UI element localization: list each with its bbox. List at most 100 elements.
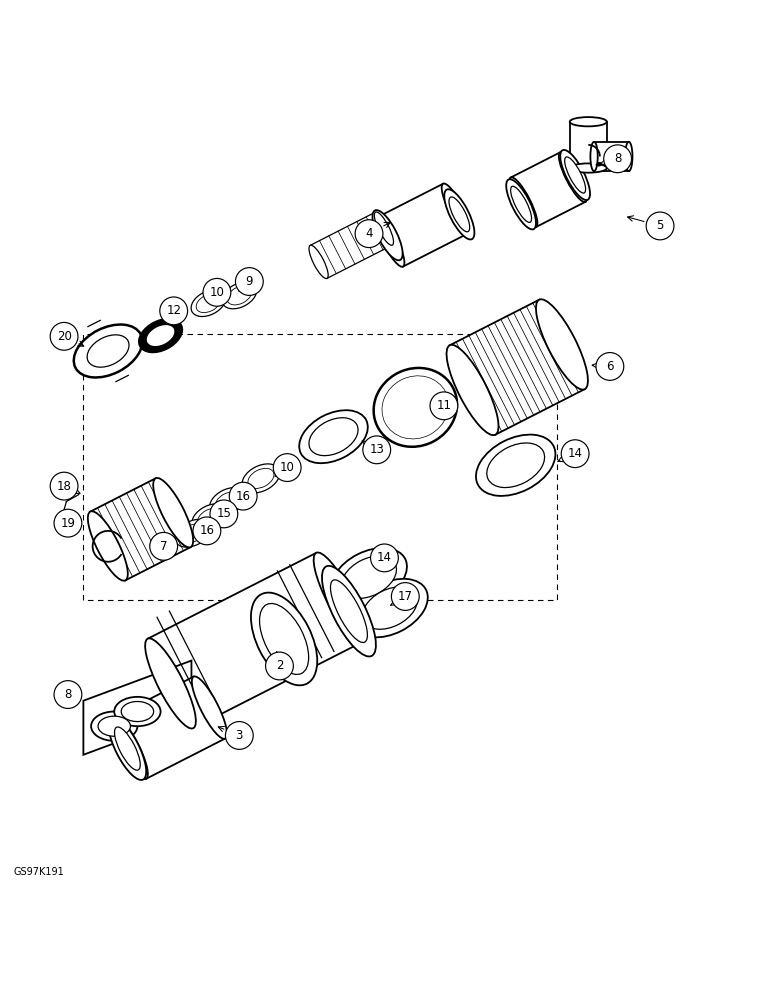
Ellipse shape bbox=[374, 368, 457, 447]
Circle shape bbox=[54, 681, 82, 708]
Circle shape bbox=[273, 454, 301, 481]
Circle shape bbox=[50, 322, 78, 350]
Ellipse shape bbox=[444, 189, 475, 239]
Circle shape bbox=[646, 212, 674, 240]
Ellipse shape bbox=[196, 294, 221, 313]
Ellipse shape bbox=[210, 488, 245, 515]
Ellipse shape bbox=[113, 717, 148, 779]
Ellipse shape bbox=[376, 217, 405, 267]
Text: 4: 4 bbox=[365, 227, 373, 240]
Ellipse shape bbox=[313, 552, 364, 643]
Ellipse shape bbox=[198, 508, 222, 527]
Ellipse shape bbox=[341, 556, 397, 598]
Ellipse shape bbox=[449, 197, 469, 232]
Text: GS97K191: GS97K191 bbox=[14, 867, 65, 877]
Ellipse shape bbox=[536, 299, 588, 390]
Circle shape bbox=[596, 353, 624, 380]
Ellipse shape bbox=[153, 478, 193, 547]
Ellipse shape bbox=[98, 716, 130, 736]
Circle shape bbox=[430, 392, 458, 420]
Ellipse shape bbox=[330, 580, 367, 643]
Ellipse shape bbox=[73, 519, 79, 526]
Text: 11: 11 bbox=[436, 399, 452, 412]
Circle shape bbox=[229, 482, 257, 510]
Text: 10: 10 bbox=[209, 286, 225, 299]
Circle shape bbox=[561, 440, 589, 468]
Ellipse shape bbox=[121, 701, 154, 722]
Circle shape bbox=[160, 297, 188, 325]
Polygon shape bbox=[450, 300, 584, 435]
Ellipse shape bbox=[487, 443, 544, 488]
Polygon shape bbox=[594, 142, 628, 171]
Circle shape bbox=[54, 509, 82, 537]
Ellipse shape bbox=[352, 579, 428, 637]
Ellipse shape bbox=[114, 697, 161, 726]
Ellipse shape bbox=[69, 686, 76, 693]
Circle shape bbox=[235, 268, 263, 295]
Circle shape bbox=[363, 436, 391, 464]
Text: 7: 7 bbox=[160, 540, 168, 553]
Ellipse shape bbox=[88, 511, 128, 581]
Ellipse shape bbox=[248, 468, 274, 488]
Text: 8: 8 bbox=[64, 688, 72, 701]
Ellipse shape bbox=[191, 676, 227, 739]
Ellipse shape bbox=[259, 603, 309, 674]
Ellipse shape bbox=[215, 492, 240, 511]
Ellipse shape bbox=[442, 184, 470, 233]
Ellipse shape bbox=[564, 157, 586, 193]
Ellipse shape bbox=[300, 410, 367, 463]
Text: 12: 12 bbox=[166, 304, 181, 317]
Text: 20: 20 bbox=[56, 330, 72, 343]
Ellipse shape bbox=[146, 324, 175, 347]
Ellipse shape bbox=[251, 593, 317, 685]
Ellipse shape bbox=[322, 566, 376, 656]
Circle shape bbox=[355, 220, 383, 248]
Polygon shape bbox=[310, 212, 392, 278]
Ellipse shape bbox=[374, 212, 394, 245]
Text: 10: 10 bbox=[279, 461, 295, 474]
Ellipse shape bbox=[181, 524, 205, 543]
Polygon shape bbox=[570, 122, 607, 168]
Text: 18: 18 bbox=[56, 480, 72, 493]
Ellipse shape bbox=[87, 335, 129, 367]
Ellipse shape bbox=[309, 245, 328, 279]
Circle shape bbox=[604, 145, 631, 173]
Polygon shape bbox=[114, 677, 225, 779]
Ellipse shape bbox=[446, 345, 499, 435]
Circle shape bbox=[391, 583, 419, 610]
Text: 19: 19 bbox=[60, 517, 76, 530]
Ellipse shape bbox=[227, 286, 252, 305]
Text: 17: 17 bbox=[398, 590, 413, 603]
Ellipse shape bbox=[145, 638, 196, 729]
Ellipse shape bbox=[510, 177, 537, 227]
Circle shape bbox=[225, 722, 253, 749]
Ellipse shape bbox=[591, 142, 598, 171]
Text: 5: 5 bbox=[656, 219, 664, 232]
Ellipse shape bbox=[560, 150, 590, 200]
Circle shape bbox=[50, 472, 78, 500]
Circle shape bbox=[266, 652, 293, 680]
Ellipse shape bbox=[510, 186, 532, 222]
Ellipse shape bbox=[382, 376, 449, 439]
Ellipse shape bbox=[114, 727, 141, 770]
Ellipse shape bbox=[559, 152, 587, 202]
Ellipse shape bbox=[309, 418, 358, 456]
Circle shape bbox=[203, 278, 231, 306]
Ellipse shape bbox=[506, 179, 536, 229]
Polygon shape bbox=[90, 478, 191, 580]
Text: 8: 8 bbox=[614, 152, 621, 165]
Ellipse shape bbox=[242, 464, 279, 493]
Ellipse shape bbox=[331, 548, 407, 606]
Ellipse shape bbox=[597, 162, 601, 166]
Circle shape bbox=[371, 544, 398, 572]
Ellipse shape bbox=[362, 587, 418, 629]
Ellipse shape bbox=[139, 319, 182, 352]
Ellipse shape bbox=[192, 504, 228, 532]
Text: 2: 2 bbox=[276, 659, 283, 672]
Ellipse shape bbox=[74, 325, 142, 377]
Polygon shape bbox=[511, 152, 585, 227]
Ellipse shape bbox=[175, 519, 211, 547]
Circle shape bbox=[193, 517, 221, 545]
Text: 16: 16 bbox=[235, 490, 251, 503]
Ellipse shape bbox=[476, 435, 555, 496]
